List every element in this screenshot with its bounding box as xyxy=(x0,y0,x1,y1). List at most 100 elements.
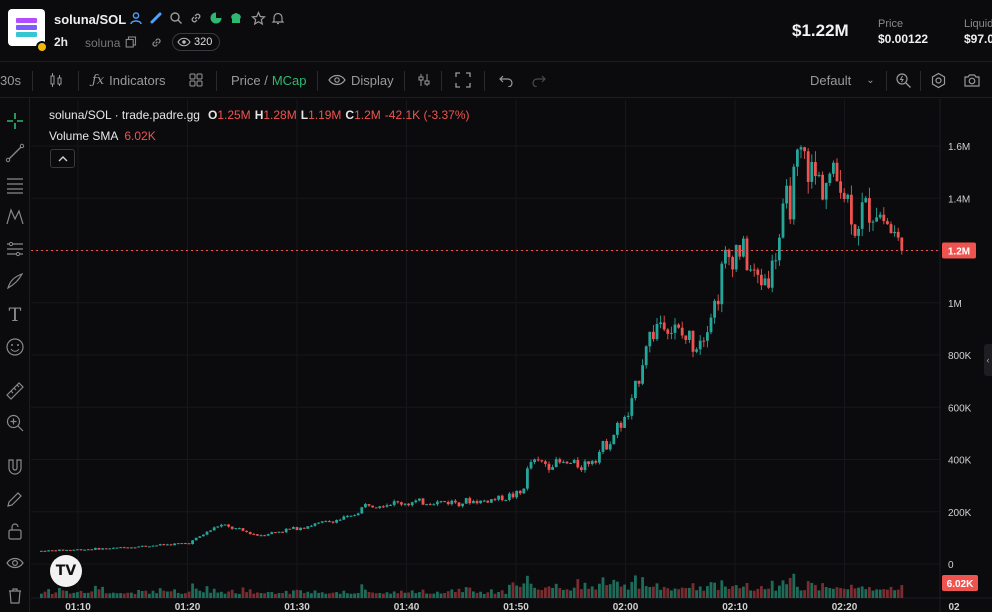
alert-zoom-button[interactable] xyxy=(895,70,912,90)
trendline-tool[interactable] xyxy=(4,142,26,164)
volume-bar xyxy=(360,584,364,598)
volume-bar xyxy=(112,592,115,598)
candle-body xyxy=(709,317,713,333)
templates-button[interactable] xyxy=(188,70,204,90)
candle-body xyxy=(490,499,493,503)
candle-body xyxy=(432,504,436,506)
candle-body xyxy=(727,249,731,258)
candle-body xyxy=(76,549,79,551)
bell-icon[interactable] xyxy=(270,10,286,26)
candle-body xyxy=(659,322,662,325)
text-tool[interactable]: T xyxy=(4,304,26,326)
volume-bar xyxy=(65,590,68,598)
volume-bar xyxy=(630,581,634,598)
token-logo[interactable] xyxy=(8,9,45,46)
candle-body xyxy=(403,503,407,505)
holders-pie-icon[interactable] xyxy=(208,10,224,26)
volume-bar xyxy=(889,586,893,598)
brush-tool[interactable] xyxy=(4,270,26,292)
indicators-button[interactable]: ƒx Indicators xyxy=(92,70,166,90)
candle-body xyxy=(281,531,284,533)
candle-body xyxy=(565,461,569,464)
volume-bar xyxy=(76,592,79,598)
candle-body xyxy=(608,444,612,450)
volume-bar xyxy=(166,591,169,598)
lock-tool[interactable] xyxy=(4,520,26,542)
candle-body xyxy=(439,501,443,503)
volume-bar xyxy=(515,585,518,598)
volume-bar xyxy=(810,582,814,598)
fullscreen-button[interactable] xyxy=(455,70,471,90)
candle-style-button[interactable] xyxy=(48,70,64,90)
delete-tool[interactable] xyxy=(4,584,26,606)
chart-settings-button[interactable] xyxy=(930,70,947,90)
candle-body xyxy=(248,531,252,534)
share-link-icon[interactable] xyxy=(149,35,163,49)
price-mcap-toggle[interactable]: Price / MCap xyxy=(231,70,307,90)
candle-body xyxy=(155,545,158,547)
candle-body xyxy=(562,461,565,463)
chef-hat-icon[interactable] xyxy=(228,10,244,26)
volume-bar xyxy=(745,583,749,598)
layout-selector[interactable]: Default ⌄ xyxy=(810,70,875,90)
volume-bar xyxy=(601,577,605,598)
user-icon[interactable] xyxy=(128,10,144,26)
lock-draw-tool[interactable] xyxy=(4,488,26,510)
candle-body xyxy=(655,324,659,340)
volume-bar xyxy=(108,593,112,598)
crosshair-tool[interactable] xyxy=(4,110,26,132)
indicators-label: Indicators xyxy=(109,72,166,88)
layout-label: Default xyxy=(810,72,852,88)
search-icon[interactable] xyxy=(168,10,184,26)
volume-bar xyxy=(43,591,47,598)
tradingview-logo[interactable]: TV xyxy=(50,555,82,587)
pump-icon[interactable] xyxy=(148,10,164,26)
volume-bar xyxy=(738,588,742,598)
volume-bar xyxy=(342,590,346,598)
hide-tool[interactable] xyxy=(4,552,26,574)
legend-close-value: 1.2M xyxy=(354,108,381,122)
volume-bar xyxy=(331,592,335,598)
volume-bar xyxy=(648,587,652,598)
volume-bar xyxy=(860,586,864,598)
candle-body xyxy=(342,516,346,520)
measure-tool[interactable] xyxy=(4,380,26,402)
candle-body xyxy=(500,495,504,501)
volume-bar xyxy=(238,593,241,598)
volume-bar xyxy=(425,593,428,598)
candle-body xyxy=(558,459,562,463)
candle-body xyxy=(464,498,468,504)
screenshot-button[interactable] xyxy=(963,70,981,90)
interval-selector[interactable]: 30s xyxy=(0,72,21,88)
candle-body xyxy=(774,260,778,262)
candle-body xyxy=(169,544,173,546)
redo-button[interactable] xyxy=(531,70,547,90)
volume-bar xyxy=(720,580,724,598)
fullscreen-icon xyxy=(455,72,471,88)
emoji-tool[interactable] xyxy=(4,336,26,358)
candle-body xyxy=(522,488,526,494)
display-button[interactable]: Display xyxy=(328,70,394,90)
candle-body xyxy=(320,521,324,523)
collapse-legend-button[interactable] xyxy=(50,149,75,168)
candle-body xyxy=(83,549,86,551)
forecast-tool[interactable] xyxy=(4,238,26,260)
star-icon[interactable] xyxy=(250,10,266,26)
magnet-tool[interactable] xyxy=(4,456,26,478)
candle-body xyxy=(475,501,479,504)
candle-body xyxy=(677,324,680,328)
scroll-right-handle[interactable]: ‹ xyxy=(984,344,992,376)
settings-sliders-button[interactable] xyxy=(416,70,432,90)
fib-tool[interactable] xyxy=(4,174,26,196)
zoom-tool[interactable] xyxy=(4,412,26,434)
volume-bar xyxy=(551,587,554,598)
pattern-tool[interactable] xyxy=(4,206,26,228)
volume-bar xyxy=(688,587,691,598)
copy-icon[interactable] xyxy=(124,35,137,48)
undo-button[interactable] xyxy=(498,70,514,90)
platform-badge-icon xyxy=(36,41,48,53)
candle-body xyxy=(788,185,792,220)
camera-icon xyxy=(964,74,980,87)
link-icon[interactable] xyxy=(188,10,204,26)
